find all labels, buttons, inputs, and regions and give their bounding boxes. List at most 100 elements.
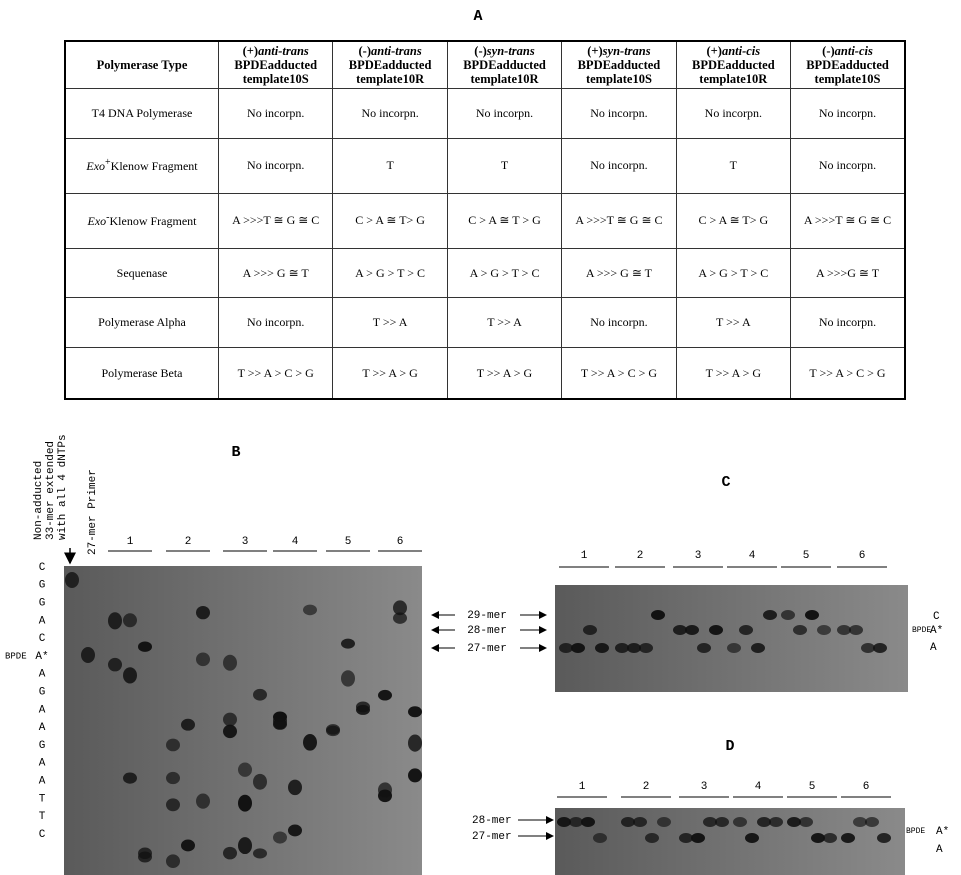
gel-band [123,772,137,783]
gel-band [303,605,317,616]
gel-band [253,774,267,790]
marker-label: 29-mer [467,610,507,622]
gel-band [108,612,122,629]
right-label: A [930,642,937,654]
gel-band [65,572,79,588]
gel-band [709,625,723,635]
gel-band [673,625,687,635]
marker-label: 27-mer [472,831,512,843]
gel-band [571,643,585,653]
gel-band [757,817,771,827]
gel-band [861,643,875,653]
gel-band [223,847,237,860]
lane-label: 4 [749,550,756,562]
gel-band [138,641,152,651]
primer-label: 27-mer Primer [87,469,99,555]
gel-band [745,833,759,843]
sequence-letter: A [39,704,46,716]
lane-label: 3 [242,536,249,548]
gel-band [627,643,641,653]
gel-band [621,817,635,827]
side-label: 33-mer extended [45,441,57,540]
gel-band [273,831,287,843]
gel-band [853,817,867,827]
gel-band [733,817,747,827]
gel-band [615,643,629,653]
gel-band [196,653,210,667]
gel-band [223,655,237,671]
panel-label: B [231,444,240,461]
marker-label: 28-mer [472,815,512,827]
page: Polymerase Type(+)anti-transBPDEadducted… [0,0,961,875]
gel-band [763,610,777,620]
gel-band [651,610,665,620]
sequence-letter: A [39,669,46,681]
gel-band [645,833,659,843]
gel-band [817,625,831,635]
gel-band [123,613,137,627]
gel-band [787,817,801,827]
gel-band [341,670,355,686]
gel-band [288,780,302,796]
gel-band [799,817,813,827]
right-label: A [936,844,943,856]
gel-band [633,817,647,827]
gel-band [805,610,819,620]
lane-label: 5 [809,781,816,793]
gel-band [873,643,887,653]
gel-band [253,848,267,858]
gel-band [223,725,237,739]
gel-band [639,643,653,653]
gel-band [356,705,370,715]
sequence-letter: A [39,722,46,734]
gel-band [583,625,597,635]
gel-band [393,600,407,615]
gel-band [408,768,422,782]
figure: A B C D Non-adducted33-mer extendedwith … [0,0,961,875]
gel-band [273,719,287,730]
sequence-letter: A* [35,651,48,663]
sequence-letter: C [39,562,46,574]
gel-band [341,639,355,649]
sequence-letter: G [39,740,46,752]
bpde-label: BPDE [912,626,931,635]
lane-label: 1 [579,781,586,793]
gel-band [769,817,783,827]
gel-band [123,667,137,683]
gel-band [569,817,583,827]
lane-label: 5 [803,550,810,562]
gel-band [326,724,340,735]
gel-band [166,739,180,752]
lane-label: 6 [863,781,870,793]
gel-band [557,817,571,827]
gel-band [739,625,753,635]
gel-band [841,833,855,843]
bpde-label: BPDE [5,651,27,661]
gel-band [166,772,180,784]
sequence-letter: T [39,793,46,805]
lane-label: 3 [701,781,708,793]
lane-label: 1 [581,550,588,562]
gel-band [108,658,122,672]
gel-band [781,610,795,620]
sequence-letter: G [39,580,46,592]
sequence-letter: A [39,615,46,627]
lane-label: 6 [859,550,866,562]
gel-band [166,798,180,811]
gel-band [238,762,252,776]
gel-band [697,643,711,653]
gel-band [679,833,693,843]
panel-label: A [473,8,482,25]
gel-band [196,793,210,808]
sequence-letter: G [39,687,46,699]
lane-label: 6 [397,536,404,548]
gel-band [238,795,252,812]
gel-band [593,833,607,843]
sequence-letter: C [39,633,46,645]
bpde-label: BPDE [906,827,925,836]
lane-label: 2 [185,536,192,548]
lane-label: 1 [127,536,134,548]
sequence-letter: G [39,598,46,610]
gel-band [253,689,267,701]
gel-band [849,625,863,635]
